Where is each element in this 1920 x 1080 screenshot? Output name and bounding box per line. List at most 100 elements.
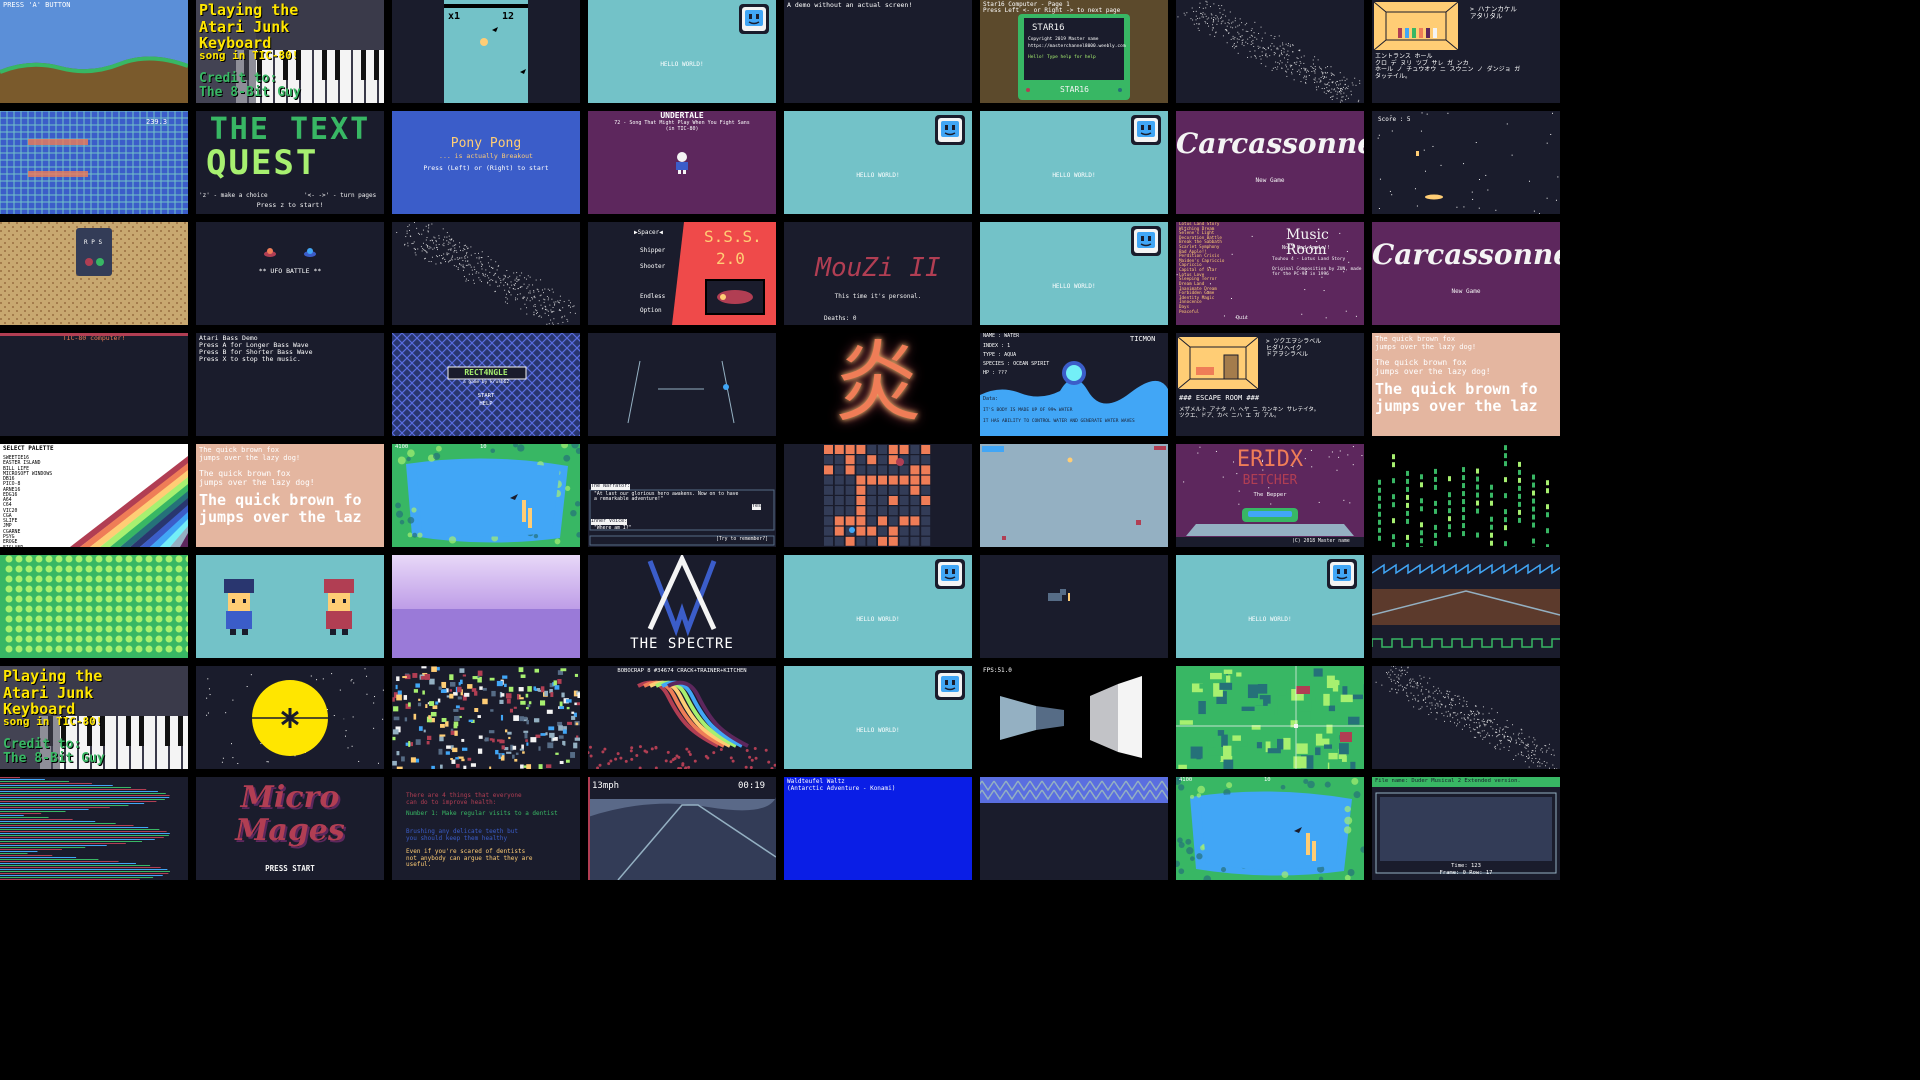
cartridge-tile-r1c7[interactable]: Score : 5 bbox=[1372, 111, 1560, 214]
cart-text: INDEX : 1 bbox=[983, 343, 1011, 349]
cart-text: Micro Mages bbox=[235, 780, 345, 848]
cart-text: song in TIC-80! bbox=[3, 715, 103, 728]
cart-artwork bbox=[1375, 666, 1558, 769]
cartridge-tile-r7c0[interactable] bbox=[0, 777, 188, 880]
title-bar bbox=[0, 333, 188, 336]
cartridge-tile-r6c4[interactable]: HELLO WORLD! bbox=[784, 666, 972, 769]
cartridge-tile-r7c7[interactable]: File name: Duder Musical 2 Extended vers… bbox=[1372, 777, 1560, 880]
cart-text: Original Composition by ZUN, made for th… bbox=[1272, 267, 1362, 277]
cartridge-tile-r2c4[interactable]: MouZi II This time it's personal. Deaths: … bbox=[784, 222, 972, 325]
cart-artwork bbox=[1176, 777, 1364, 880]
cartridge-tile-r0c5[interactable]: Star16 Computer - Page 1 Press Left <- or… bbox=[980, 0, 1168, 103]
cartridge-tile-r6c7[interactable] bbox=[1372, 666, 1560, 769]
cart-text: Shipper bbox=[640, 247, 666, 254]
cartridge-tile-r1c0[interactable]: 239.3 bbox=[0, 111, 188, 214]
cartridge-tile-r2c3[interactable]: ▶Spacer◀ Shipper Shooter Endless Option S.S.S… bbox=[588, 222, 776, 325]
cartridge-tile-r0c2[interactable]: x1 12 bbox=[392, 0, 580, 103]
cartridge-tile-r5c7[interactable] bbox=[1372, 555, 1560, 658]
cartridge-tile-r3c3[interactable] bbox=[588, 333, 776, 436]
cartridge-tile-r2c2[interactable] bbox=[392, 222, 580, 325]
cartridge-tile-r3c1[interactable]: Atari Bass Demo Press A for Longer Bass … bbox=[196, 333, 384, 436]
cartridge-tile-r2c0[interactable]: R P S bbox=[0, 222, 188, 325]
cartridge-tile-r7c3[interactable]: 13mph 00:19 bbox=[588, 777, 776, 880]
cartridge-tile-r2c5[interactable]: HELLO WORLD! bbox=[980, 222, 1168, 325]
cart-artwork bbox=[0, 666, 188, 769]
cartridge-tile-r1c1[interactable]: THE TEXT QUEST 'z' - make a choice '<- ->' … bbox=[196, 111, 384, 214]
cartridge-tile-r6c0[interactable]: Playing the Atari Junk Keyboard song in T… bbox=[0, 666, 188, 769]
cart-text: Endless bbox=[640, 293, 666, 300]
cart-artwork bbox=[588, 777, 776, 880]
cartridge-tile-r5c3[interactable]: THE SPECTRE bbox=[588, 555, 776, 658]
cartridge-tile-r3c4[interactable]: 炎 bbox=[784, 333, 972, 436]
cartridge-tile-r5c4[interactable]: HELLO WORLD! bbox=[784, 555, 972, 658]
cart-artwork bbox=[935, 559, 965, 589]
cart-artwork bbox=[5, 555, 188, 653]
cartridge-tile-r1c3[interactable]: UNDERTALE 72 - Song That Might Play When … bbox=[588, 111, 776, 214]
cartridge-tile-r0c0[interactable]: PRESS 'A' BUTTON bbox=[0, 0, 188, 103]
cart-text: Frame: 0 Row: 17 bbox=[1439, 870, 1493, 876]
cart-text: 72 - Song That Might Play When You Fight… bbox=[614, 120, 750, 132]
cartridge-tile-r0c7[interactable]: > ハナンカケル アタリタル エントランス ホール クロ デ ヌリ ツブ サレ ガ… bbox=[1372, 0, 1560, 103]
cartridge-tile-r0c3[interactable]: HELLO WORLD! bbox=[588, 0, 776, 103]
cart-artwork bbox=[1131, 115, 1161, 145]
cartridge-tile-r3c6[interactable]: > ツクエヲシラベル ヒダリヘイク ドアヲシラベル ### ESCAPE ROOM… bbox=[1176, 333, 1364, 436]
cart-artwork bbox=[1372, 555, 1560, 658]
cartridge-tile-r3c2[interactable]: RECT4NGLE a game by krush62 START HELP bbox=[392, 333, 580, 436]
cartridge-tile-r5c1[interactable] bbox=[196, 555, 384, 658]
cartridge-tile-r7c6[interactable]: 4100 10 bbox=[1176, 777, 1364, 880]
cart-text: 10 bbox=[1264, 777, 1271, 783]
cartridge-tile-r1c6[interactable]: Carcassonne New Game bbox=[1176, 111, 1364, 214]
cartridge-tile-r4c7[interactable] bbox=[1372, 444, 1560, 547]
cartridge-tile-r5c0[interactable] bbox=[0, 555, 188, 658]
cartridge-tile-r7c4[interactable]: Waldteufel Waltz (Antarctic Adventure - … bbox=[784, 777, 972, 880]
cart-artwork bbox=[0, 56, 188, 103]
cartridge-tile-r3c5[interactable]: NAME : WATER INDEX : 1 TYPE : AQUA SPECIES … bbox=[980, 333, 1168, 436]
cart-artwork bbox=[676, 152, 688, 174]
cartridge-tile-r4c6[interactable]: ERIDX BETCHER The Bepper (C) 2018 Master na… bbox=[1176, 444, 1364, 547]
cartridge-tile-r0c4[interactable]: A demo without an actual screen! bbox=[784, 0, 972, 103]
cart-text: HP : ??? bbox=[983, 370, 1008, 376]
cart-artwork bbox=[1177, 0, 1361, 103]
cartridge-tile-r3c7[interactable]: The quick brown fox jumps over the lazy … bbox=[1372, 333, 1560, 436]
cartridge-tile-r5c6[interactable]: HELLO WORLD! bbox=[1176, 555, 1364, 658]
cartridge-tile-r6c6[interactable] bbox=[1176, 666, 1364, 769]
cartridge-tile-r3c0[interactable]: TIC-80 computer! bbox=[0, 333, 188, 436]
cartridge-tile-r0c1[interactable]: Playing the Atari Junk Keyboard song in T… bbox=[196, 0, 384, 103]
cartridge-tile-r4c4[interactable] bbox=[784, 444, 972, 547]
cart-artwork bbox=[395, 444, 580, 545]
cartridge-tile-r2c6[interactable]: Lotus Land Story Witching Dream Selene's… bbox=[1176, 222, 1364, 325]
cartridge-tile-r6c2[interactable] bbox=[392, 666, 580, 769]
cartridge-tile-r1c5[interactable]: HELLO WORLD! bbox=[980, 111, 1168, 214]
cartridge-tile-r7c5[interactable] bbox=[980, 777, 1168, 880]
cartridge-tile-r5c5[interactable] bbox=[980, 555, 1168, 658]
cart-artwork bbox=[0, 222, 186, 324]
cart-text: メザメルト アナタ ハ ヘヤ ニ カンキン サレテイタ。 ツクエ、ドア、カベ ニ… bbox=[1179, 407, 1320, 420]
cartridge-tile-r0c6[interactable] bbox=[1176, 0, 1364, 103]
cartridge-tile-r2c1[interactable]: ** UFO BATTLE ** bbox=[196, 222, 384, 325]
cartridge-tile-r7c1[interactable]: Micro Mages PRESS START bbox=[196, 777, 384, 880]
cartridge-tile-r1c4[interactable]: HELLO WORLD! bbox=[784, 111, 972, 214]
cart-text: IT'S BODY IS MADE UP OF 99% WATER bbox=[983, 408, 1073, 413]
cart-artwork bbox=[588, 222, 776, 325]
cartridge-tile-r1c2[interactable]: Pony Pong... is actually Breakout Press (… bbox=[392, 111, 580, 214]
cartridge-tile-r4c5[interactable] bbox=[980, 444, 1168, 547]
cartridge-tile-r4c2[interactable]: 4100 10 bbox=[392, 444, 580, 547]
cartridge-tile-r6c3[interactable]: BOBOCRAP 8 #34674 CRACK+TRAINER+KITCHEN bbox=[588, 666, 776, 769]
cartridge-tile-r5c2[interactable] bbox=[392, 555, 580, 658]
cartridge-tile-r6c1[interactable] bbox=[196, 666, 384, 769]
cart-text: File name: Duder Musical 2 Extended vers… bbox=[1375, 778, 1521, 784]
cart-text: Waldteufel Waltz (Antarctic Adventure - … bbox=[787, 778, 896, 792]
cartridge-tile-r4c1[interactable]: The quick brown fox jumps over the lazy … bbox=[196, 444, 384, 547]
cartridge-tile-r4c3[interactable]: The Narrator: "At last our glorious hero … bbox=[588, 444, 776, 547]
cartridge-tile-r7c2[interactable]: There are 4 things that everyone can do … bbox=[392, 777, 580, 880]
cart-artwork bbox=[0, 777, 170, 880]
cartridge-tile-r4c0[interactable]: SELECT PALETTE SWEETIE16 EASTER ISLAND BI… bbox=[0, 444, 188, 547]
cart-artwork bbox=[980, 333, 1168, 436]
cart-text: HELLO WORLD! bbox=[660, 61, 704, 68]
cartridge-tile-r2c7[interactable]: Carcassonne New Game bbox=[1372, 222, 1560, 325]
cart-text: PRESS 'A' BUTTON bbox=[3, 1, 71, 9]
cartridge-tile-r6c5[interactable]: FPS:51.0 bbox=[980, 666, 1168, 769]
cart-text: ... is actually Breakout bbox=[439, 152, 533, 160]
cart-text: The Bepper bbox=[1253, 492, 1287, 498]
